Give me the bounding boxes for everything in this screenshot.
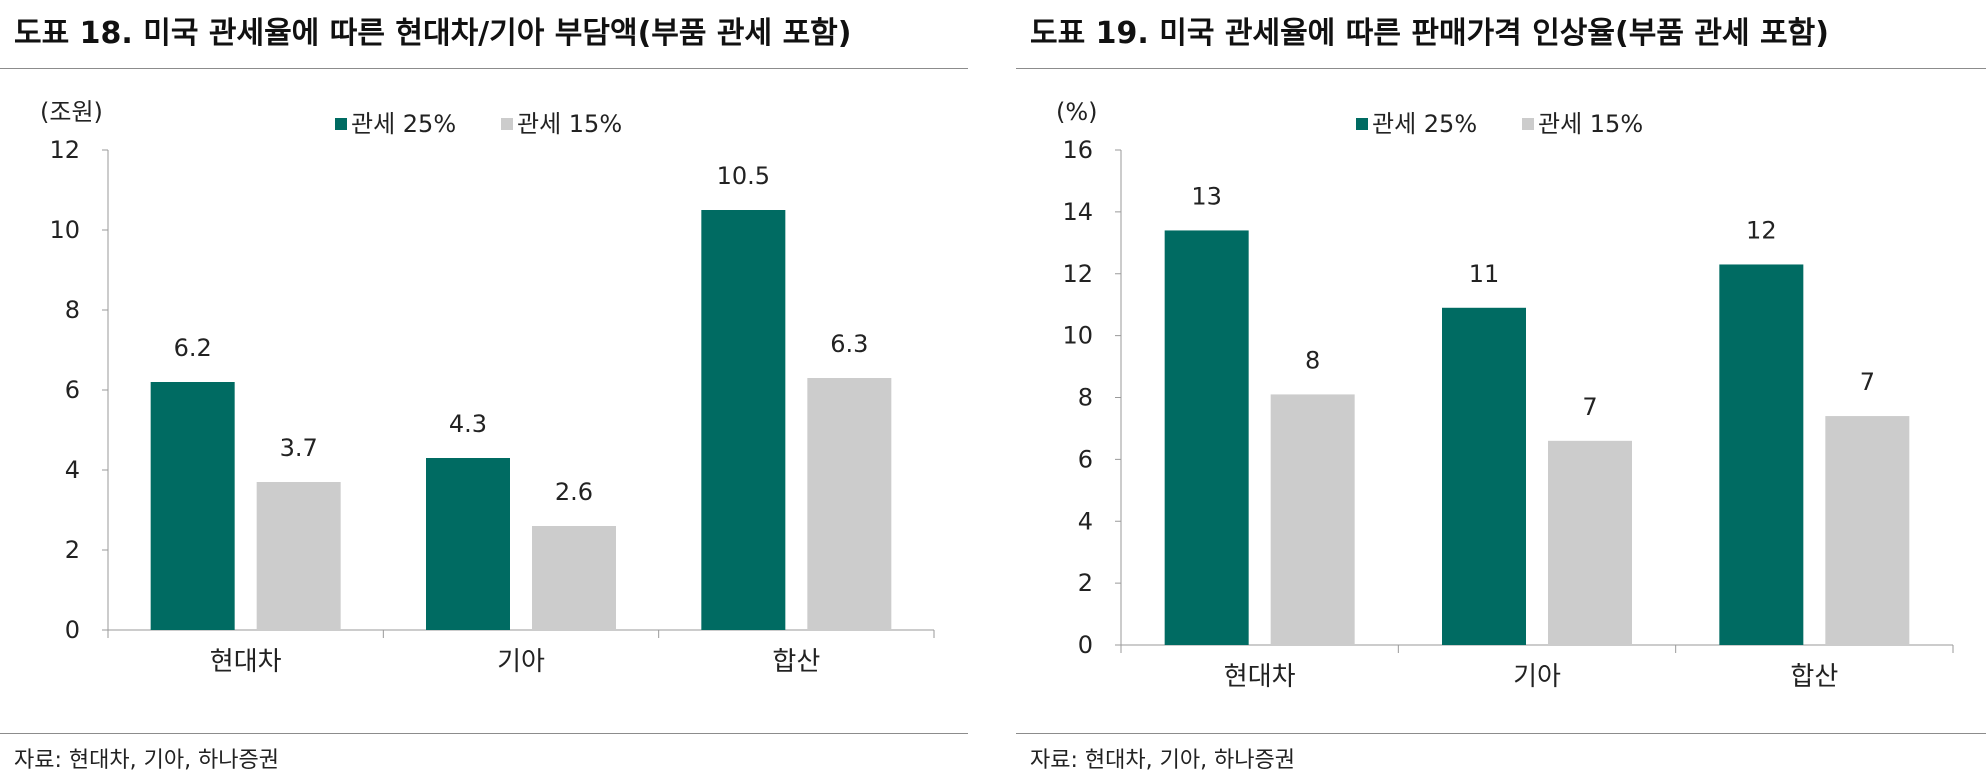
bar-series1 xyxy=(1719,264,1804,645)
y-tick-label: 12 xyxy=(1062,260,1093,288)
x-category-label: 기아 xyxy=(497,647,545,677)
source-rule-1 xyxy=(0,733,968,734)
legend-label-1: 관세 25% xyxy=(1372,110,1477,138)
data-label: 10.5 xyxy=(717,162,770,190)
data-label: 7 xyxy=(1582,393,1597,421)
chart-panel-2: 도표 19. 미국 관세율에 따른 판매가격 인상율(부품 관세 포함) (%)… xyxy=(1016,0,1986,778)
y-tick-label: 10 xyxy=(1062,322,1093,350)
data-label: 13 xyxy=(1191,182,1222,210)
x-category-label: 합산 xyxy=(772,647,820,677)
bar-series2 xyxy=(1548,440,1632,645)
bar-series2 xyxy=(807,378,892,630)
y-tick-label: 6 xyxy=(65,376,80,404)
y-tick-label: 12 xyxy=(49,136,80,164)
x-category-label: 기아 xyxy=(1513,662,1561,692)
bar-series1 xyxy=(1164,230,1249,645)
y-unit-label: (조원) xyxy=(40,98,103,126)
bar-chart-2: (%) 관세 25% 관세 15% 0 2 4 6 8 10 12 14 16 현대차 13 8 기아 11 7 합… xyxy=(1056,98,1954,692)
data-label: 11 xyxy=(1469,260,1500,288)
bar-series1 xyxy=(426,458,510,630)
x-category-label: 합산 xyxy=(1790,662,1838,692)
y-tick-label: 2 xyxy=(1078,569,1093,597)
legend-swatch-1 xyxy=(335,118,347,130)
data-label: 6.3 xyxy=(830,330,868,358)
y-tick-label: 4 xyxy=(1078,507,1093,535)
data-label: 12 xyxy=(1746,216,1777,244)
y-tick-label: 4 xyxy=(65,456,80,484)
source-note-2: 자료: 현대차, 기아, 하나증권 xyxy=(1030,748,1296,773)
bar-series1 xyxy=(701,210,786,630)
data-label: 8 xyxy=(1305,346,1320,374)
y-tick-label: 16 xyxy=(1062,136,1093,164)
legend-swatch-1 xyxy=(1356,118,1368,130)
chart-title-1: 도표 18. 미국 관세율에 따른 현대차/기아 부담액(부품 관세 포함) xyxy=(14,16,852,51)
y-tick-label: 6 xyxy=(1078,445,1093,473)
bar-series2 xyxy=(532,526,616,630)
y-tick-label: 2 xyxy=(65,536,80,564)
y-tick-label: 10 xyxy=(49,216,80,244)
title-rule-2 xyxy=(1016,68,1986,69)
y-tick-label: 0 xyxy=(1078,631,1093,659)
x-category-label: 현대차 xyxy=(1224,662,1296,692)
data-label: 2.6 xyxy=(555,478,593,506)
legend-swatch-2 xyxy=(1522,118,1534,130)
x-category-label: 현대차 xyxy=(210,647,282,677)
data-label: 6.2 xyxy=(174,334,212,362)
y-tick-label: 0 xyxy=(65,616,80,644)
legend-label-2: 관세 15% xyxy=(1538,110,1643,138)
y-tick-label: 8 xyxy=(1078,384,1093,412)
bar-series1 xyxy=(150,382,235,630)
y-tick-label: 14 xyxy=(1062,198,1093,226)
source-rule-2 xyxy=(1016,733,1986,734)
data-label: 7 xyxy=(1860,368,1875,396)
bar-series2 xyxy=(1825,416,1910,645)
chart-title-2: 도표 19. 미국 관세율에 따른 판매가격 인상율(부품 관세 포함) xyxy=(1030,16,1829,51)
bar-chart-1: (조원) 관세 25% 관세 15% 0 2 4 6 8 10 12 현대차 6.2 3.7 기아 4.3 2… xyxy=(40,98,935,677)
data-label: 4.3 xyxy=(449,410,487,438)
title-rule-1 xyxy=(0,68,968,69)
bar-series1 xyxy=(1442,307,1526,645)
legend-label-2: 관세 15% xyxy=(517,110,622,138)
y-tick-label: 8 xyxy=(65,296,80,324)
chart-panel-1: 도표 18. 미국 관세율에 따른 현대차/기아 부담액(부품 관세 포함) (… xyxy=(0,0,970,778)
legend-label-1: 관세 25% xyxy=(351,110,456,138)
legend-swatch-2 xyxy=(501,118,513,130)
source-note-1: 자료: 현대차, 기아, 하나증권 xyxy=(14,748,280,773)
bar-series2 xyxy=(256,482,341,630)
y-unit-label: (%) xyxy=(1056,98,1098,126)
data-label: 3.7 xyxy=(280,434,318,462)
bar-series2 xyxy=(1270,394,1355,645)
